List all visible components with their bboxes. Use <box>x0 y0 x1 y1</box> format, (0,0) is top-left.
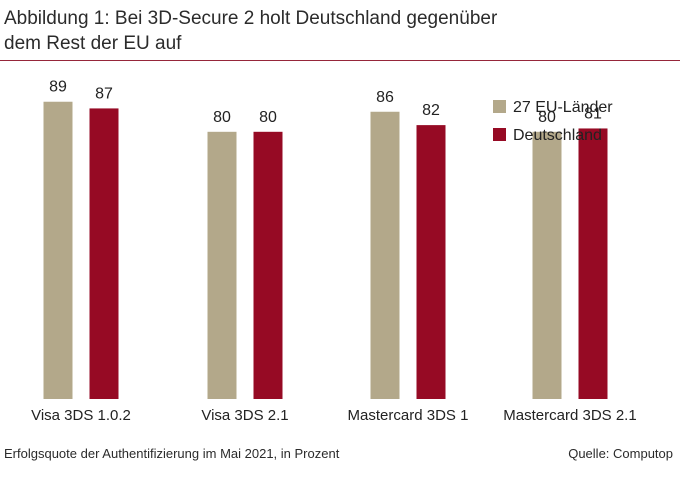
bar-chart: 89 87 Visa 3DS 1.0.2 80 80 Visa 3DS 2.1 86 82 Ma… <box>31 79 637 424</box>
bar-eu-1 <box>207 131 237 400</box>
data-label-eu-0: 89 <box>49 79 67 96</box>
title-divider <box>0 60 680 61</box>
bar-eu-3 <box>532 131 562 400</box>
chart-source: Quelle: Computop <box>568 446 673 461</box>
data-label-de-1: 80 <box>259 109 277 126</box>
bar-de-1 <box>253 131 283 400</box>
data-label-de-2: 82 <box>422 102 440 119</box>
legend-swatch-1 <box>493 128 506 141</box>
data-label-de-3: 81 <box>584 105 602 122</box>
data-label-eu-1: 80 <box>213 109 231 126</box>
data-label-eu-2: 86 <box>376 89 394 106</box>
x-tick-label-3: Mastercard 3DS 2.1 <box>503 407 636 424</box>
bar-de-2 <box>416 125 446 400</box>
x-tick-label-2: Mastercard 3DS 1 <box>348 407 469 424</box>
legend-swatch-0 <box>493 100 506 113</box>
bar-de-0 <box>89 108 119 400</box>
chart-title-line-1: Abbildung 1: Bei 3D-Secure 2 holt Deutsc… <box>4 8 498 29</box>
chart-title: Abbildung 1: Bei 3D-Secure 2 holt Deutsc… <box>4 6 674 56</box>
legend-label-1: Deutschland <box>513 127 602 144</box>
x-tick-label-0: Visa 3DS 1.0.2 <box>31 407 131 424</box>
bar-eu-2 <box>370 111 400 399</box>
bar-eu-0 <box>43 101 73 400</box>
x-tick-label-1: Visa 3DS 2.1 <box>201 407 288 424</box>
chart-caption: Erfolgsquote der Authentifizierung im Ma… <box>4 446 340 461</box>
chart-title-line-2: dem Rest der EU auf <box>4 33 182 54</box>
legend-label-0: 27 EU-Länder <box>513 99 613 116</box>
data-label-de-0: 87 <box>95 85 113 102</box>
bar-de-3 <box>578 128 608 399</box>
data-label-eu-3: 80 <box>538 109 556 126</box>
